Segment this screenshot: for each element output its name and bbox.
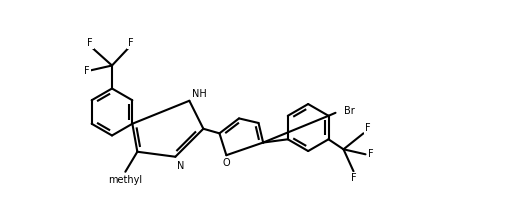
Text: F: F bbox=[351, 173, 356, 183]
Text: F: F bbox=[84, 65, 90, 75]
Text: N: N bbox=[177, 161, 185, 171]
Text: O: O bbox=[223, 158, 230, 168]
Text: Br: Br bbox=[343, 106, 354, 116]
Text: F: F bbox=[367, 149, 373, 159]
Text: F: F bbox=[128, 39, 134, 49]
Text: F: F bbox=[365, 123, 370, 133]
Text: F: F bbox=[87, 39, 93, 49]
Text: NH: NH bbox=[193, 89, 207, 99]
Text: methyl: methyl bbox=[108, 175, 142, 185]
